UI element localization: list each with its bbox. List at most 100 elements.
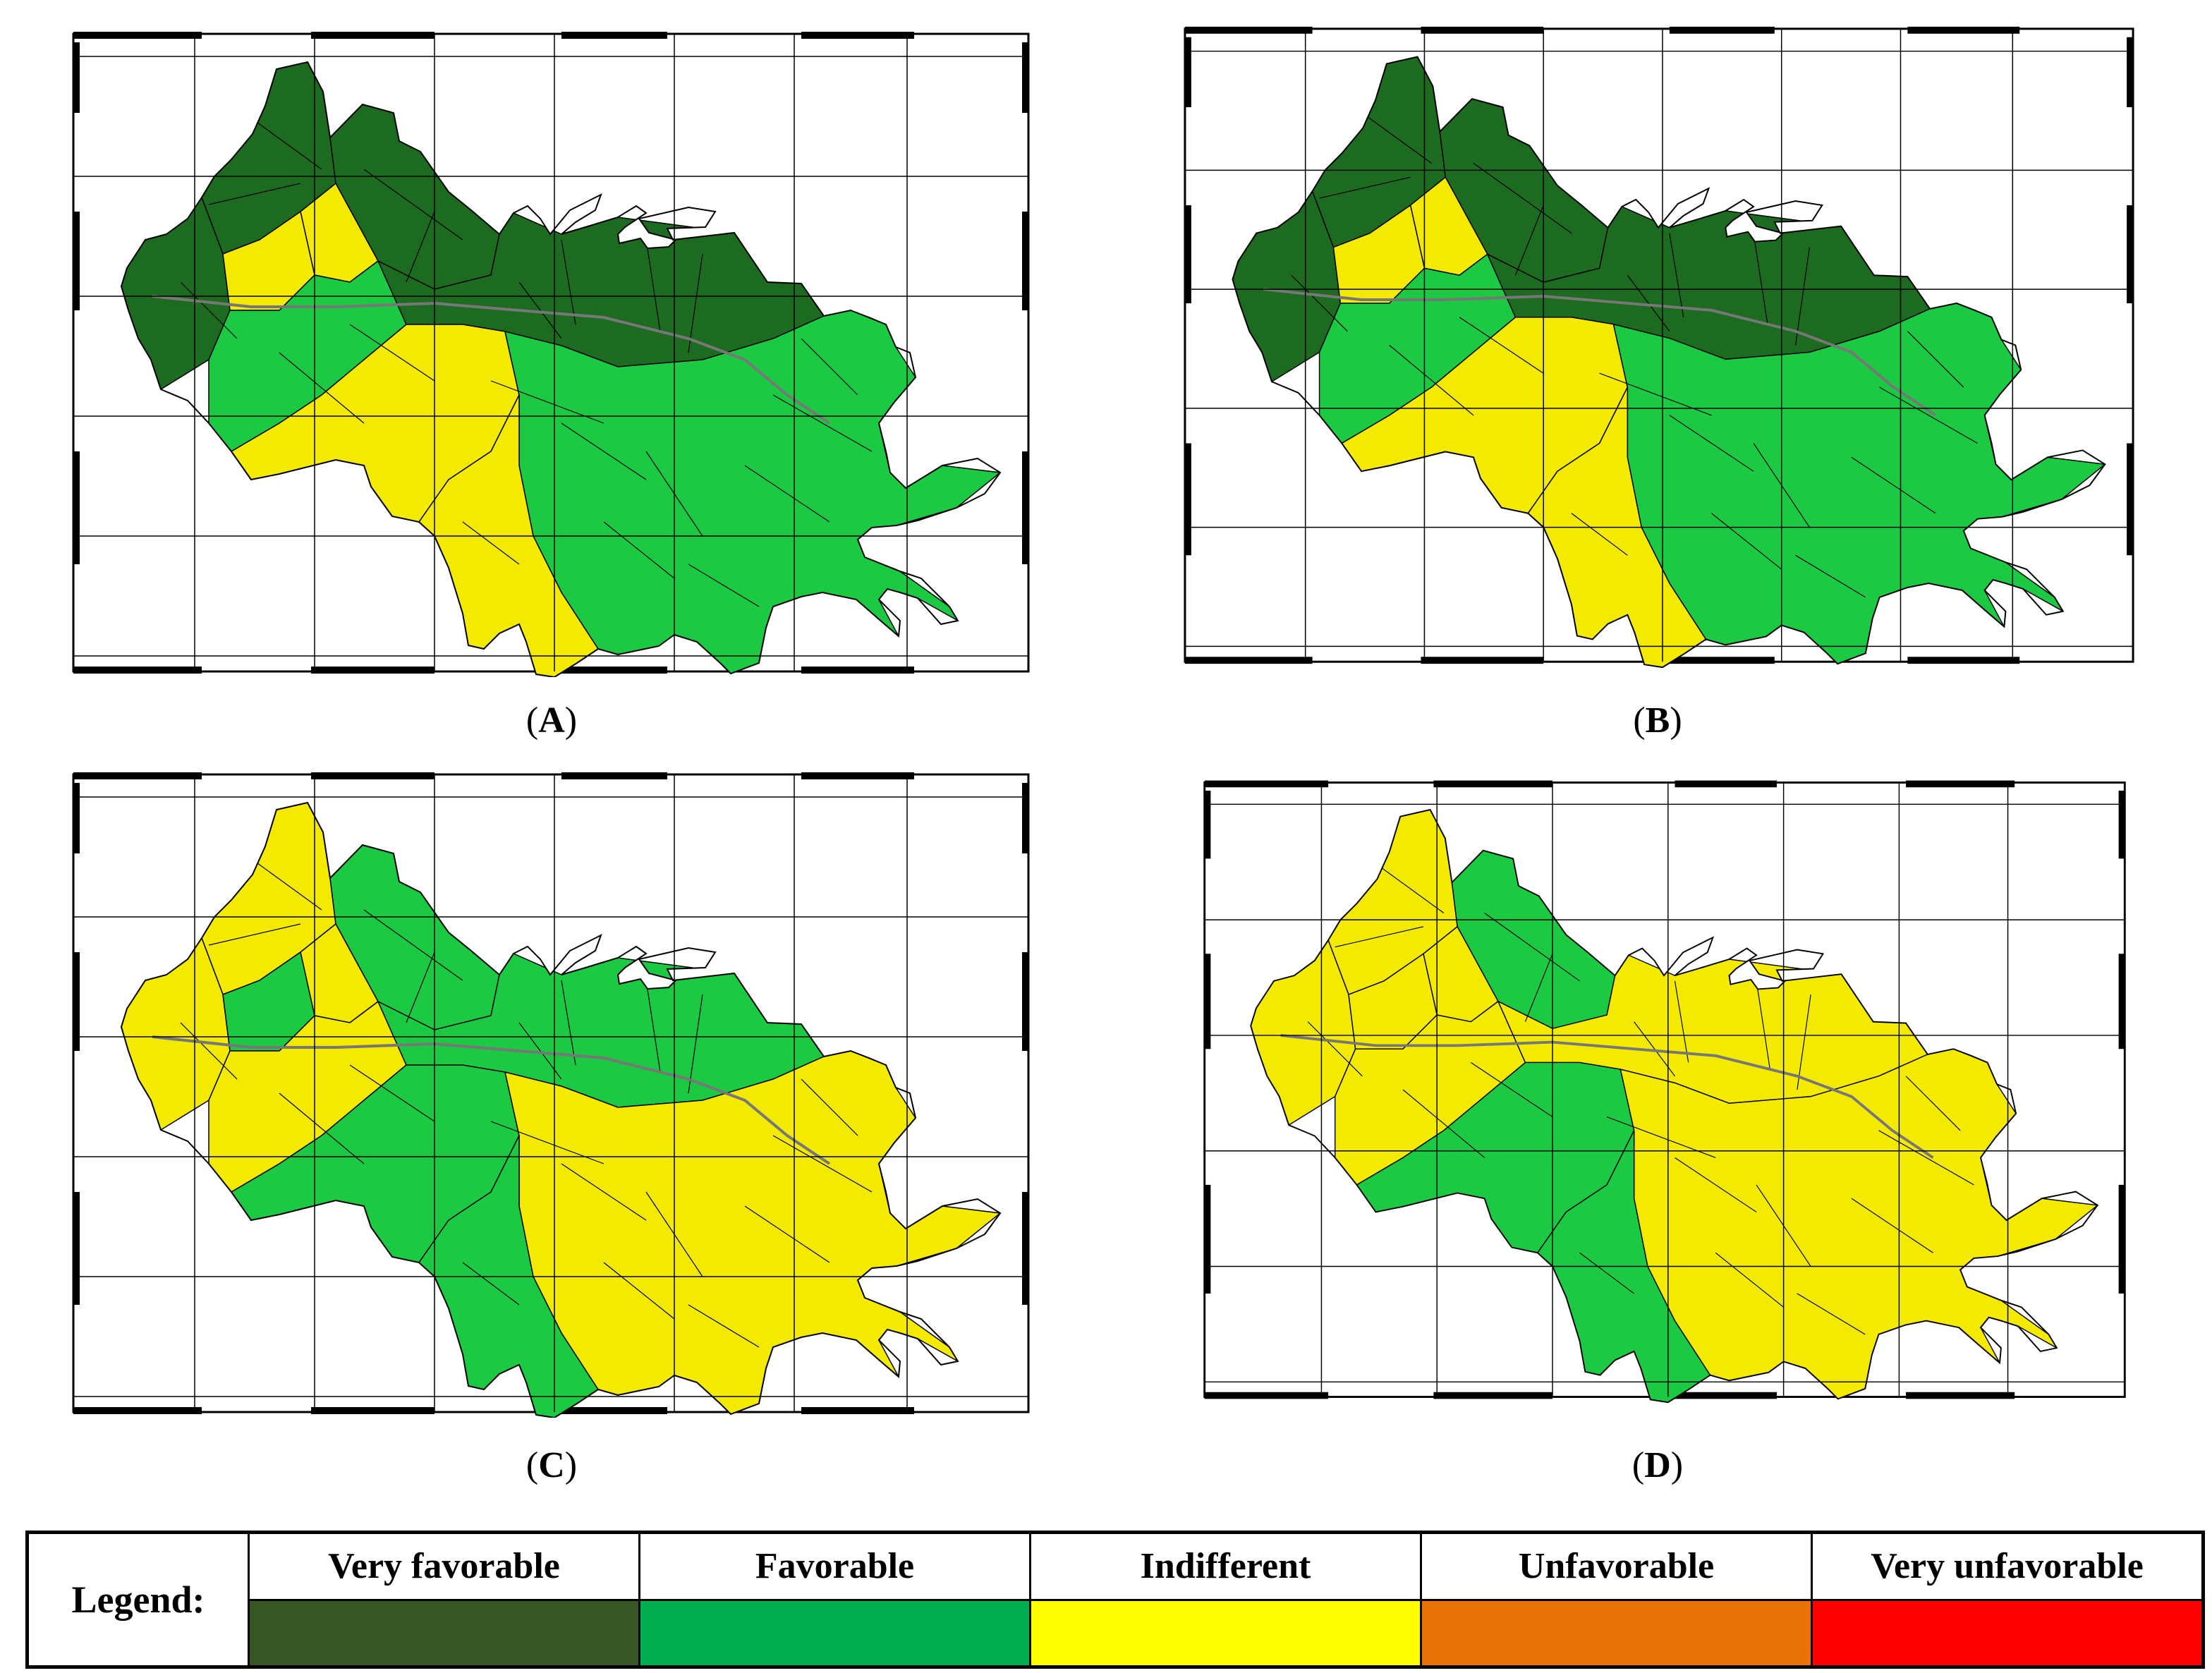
- parcel-line: [180, 281, 238, 339]
- parcel-line: [688, 564, 760, 607]
- legend-label: Favorable: [640, 1534, 1029, 1601]
- map-panel-a: [68, 28, 1034, 677]
- parcel-line: [688, 1304, 760, 1348]
- map-a: [72, 32, 1030, 677]
- parcel-line: [1459, 317, 1544, 374]
- legend-item-indifferent: Indifferent: [1031, 1534, 1422, 1665]
- parcel-line: [462, 521, 520, 565]
- legend-item-unfavorable: Unfavorable: [1422, 1534, 1813, 1665]
- area-outline: [1232, 56, 2106, 668]
- parcel-line: [1484, 913, 1580, 982]
- parcel-line: [1335, 926, 1424, 948]
- river: [152, 1035, 831, 1165]
- parcel-line: [1571, 513, 1628, 556]
- parcel-line: [363, 909, 463, 981]
- zones: [121, 803, 1000, 1418]
- parcel-line: [1795, 554, 1866, 598]
- parcel-line: [1794, 247, 1811, 346]
- parcel-line: [1851, 1198, 1933, 1253]
- legend-label: Indifferent: [1031, 1534, 1420, 1601]
- parcel-line: [1669, 415, 1754, 472]
- parcel-line: [1715, 1252, 1784, 1308]
- legend-label: Unfavorable: [1422, 1534, 1811, 1601]
- parcel-line: [208, 183, 301, 205]
- parcel-line: [1675, 1157, 1757, 1212]
- panel-label-c: (C): [525, 1445, 578, 1485]
- legend-label: Very favorable: [250, 1534, 638, 1601]
- area-outline: [120, 61, 1002, 677]
- parcel-line: [279, 352, 365, 424]
- parcel-line: [772, 1135, 873, 1193]
- area-outline: [120, 801, 1002, 1418]
- panel-label-b: (B): [1633, 700, 1682, 741]
- parcel-line: [1669, 233, 1684, 317]
- parcel-line: [1307, 1021, 1363, 1077]
- river: [152, 295, 831, 425]
- parcel-line: [801, 1078, 858, 1136]
- parcel-line: [1291, 274, 1348, 332]
- parcel-line: [462, 1262, 520, 1306]
- river: [1263, 288, 1937, 417]
- parcel-line: [180, 1022, 238, 1080]
- map-d: [1203, 780, 2126, 1404]
- parcel-line: [561, 422, 647, 480]
- parcel-line: [349, 1064, 435, 1122]
- parcel-line: [1878, 1130, 1974, 1186]
- parcel-line: [561, 1163, 647, 1221]
- parcel-line: [406, 211, 435, 283]
- parcel-line: [744, 1205, 830, 1263]
- zones: [121, 62, 1000, 677]
- legend-swatch: [1031, 1600, 1420, 1665]
- parcel-line: [1514, 205, 1544, 276]
- legend-title: Legend:: [29, 1534, 250, 1665]
- legend-item-favorable: Favorable: [640, 1534, 1031, 1665]
- parcel-line: [561, 239, 576, 325]
- parcel-line: [1756, 980, 1770, 1070]
- parcel-line: [279, 1093, 365, 1164]
- parcel-line: [349, 324, 435, 382]
- parcel-line: [603, 521, 675, 579]
- parcel-line: [744, 465, 830, 523]
- legend-swatch: [1422, 1600, 1811, 1665]
- parcel-line: [208, 923, 301, 946]
- parcel-line: [772, 394, 873, 452]
- legend-swatch: [1813, 1600, 2201, 1665]
- legend-item-very-unfavorable: Very unfavorable: [1813, 1534, 2201, 1665]
- legend-item-very-favorable: Very favorable: [250, 1534, 640, 1665]
- map-c: [72, 772, 1030, 1418]
- parcel-line: [1797, 994, 1811, 1090]
- legend: Legend: Very favorable Favorable Indiffe…: [25, 1531, 2205, 1669]
- map-b: [1184, 26, 2134, 668]
- parcel-line: [1905, 1076, 1961, 1131]
- river: [1280, 1034, 1934, 1159]
- parcel-line: [1851, 456, 1936, 514]
- parcel-line: [1711, 513, 1782, 570]
- parcel-line: [1473, 162, 1572, 234]
- legend-swatch: [250, 1600, 638, 1665]
- map-panel-b: [1179, 23, 2139, 668]
- legend-swatch: [640, 1600, 1029, 1665]
- parcel-line: [688, 253, 703, 353]
- parcel-line: [1389, 345, 1474, 416]
- parcel-line: [363, 169, 463, 241]
- parcel-line: [645, 980, 661, 1073]
- parcel-line: [406, 951, 435, 1023]
- parcel-line: [561, 980, 576, 1066]
- parcel-line: [1797, 1293, 1866, 1335]
- panel-label-d: (D): [1631, 1445, 1684, 1485]
- zones: [1232, 56, 2105, 668]
- parcel-line: [1674, 980, 1689, 1063]
- parcel-line: [1579, 1252, 1634, 1294]
- parcel-line: [1753, 233, 1768, 324]
- parcel-line: [1319, 176, 1411, 199]
- parcel-line: [1471, 1061, 1553, 1118]
- panel-label-a: (A): [525, 700, 578, 741]
- parcel-line: [603, 1262, 675, 1320]
- parcel-line: [1907, 331, 1964, 388]
- parcel-line: [688, 994, 703, 1094]
- parcel-line: [1879, 387, 1978, 444]
- map-panel-d: [1199, 776, 2130, 1404]
- parcel-line: [1402, 1089, 1485, 1158]
- parcel-line: [801, 338, 858, 396]
- parcel-line: [645, 239, 661, 332]
